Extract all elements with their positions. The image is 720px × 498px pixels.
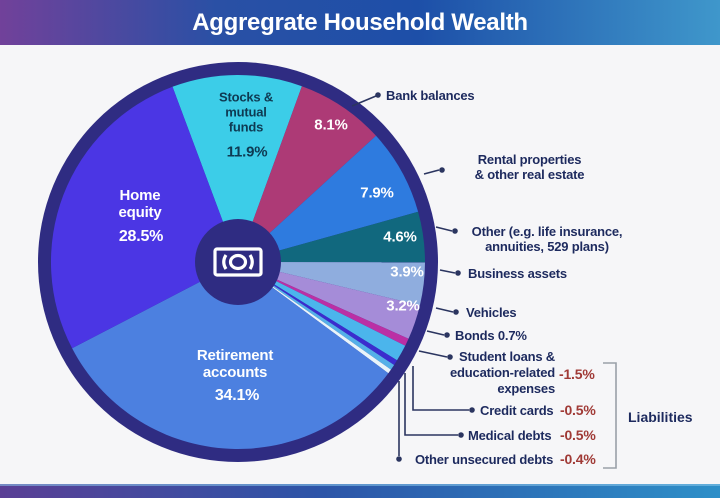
medical-debts-pct: -0.5% <box>560 427 596 443</box>
leader-student-loans <box>418 350 448 358</box>
callout-medical-debts: Medical debts <box>468 428 552 443</box>
callout-credit-cards: Credit cards <box>480 403 554 418</box>
leader-other <box>435 226 453 232</box>
slice-pct-other: 4.6% <box>383 228 417 246</box>
slice-pct-business: 3.9% <box>390 263 424 281</box>
pie-slice-other-unsecured-debts <box>238 262 391 374</box>
header-bar: Aggregrate Household Wealth <box>0 0 720 45</box>
slice-pct-retirement: 34.1% <box>214 387 260 404</box>
other-unsecured-pct: -0.4% <box>560 451 596 467</box>
slice-label-stocks: Stocks & mutual funds <box>218 89 274 135</box>
slice-pct-home-equity: 28.5% <box>118 228 164 245</box>
page-title: Aggregrate Household Wealth <box>192 8 528 36</box>
liabilities-label: Liabilities <box>628 409 693 425</box>
money-bill-icon <box>213 247 263 277</box>
slice-pct-bank: 8.1% <box>314 116 348 134</box>
leader-rental <box>423 169 440 175</box>
pie-slice-stocks-mutual-funds <box>172 74 302 262</box>
pie-slice-vehicles <box>238 262 420 339</box>
callout-bonds: Bonds 0.7% <box>455 328 527 343</box>
pie-slice-retirement-accounts <box>72 262 389 449</box>
leader-dots <box>375 92 475 462</box>
pie-center-hole <box>195 219 281 305</box>
pie-slice-business-assets <box>238 262 425 306</box>
liabilities-bracket <box>603 362 617 469</box>
leader-vehicles <box>435 307 454 313</box>
leader-credit-cards <box>412 366 469 411</box>
pie-slice-other-e-g-life-insurance-annuities-529-plans <box>238 211 426 263</box>
callout-other: Other (e.g. life insurance, annuities, 52… <box>471 224 623 254</box>
slice-pct-stocks: 11.9% <box>226 143 268 161</box>
pie-slice-bonds <box>238 262 409 346</box>
slice-label-retirement: Retirement accounts <box>196 347 274 381</box>
pie-slices <box>50 74 426 449</box>
slice-label-home-equity: Home equity <box>118 187 162 221</box>
student-loans-pct: -1.5% <box>559 366 595 382</box>
pie-slice-home-equity <box>50 86 239 349</box>
pie-slice-student-loans-education-related-expenses <box>238 262 406 361</box>
pie-slice-medical-debts <box>238 262 395 370</box>
callout-rental: Rental properties & other real estate <box>474 152 585 182</box>
pie-slice-rental-properties-other-real-estate <box>238 135 419 262</box>
leader-bonds <box>426 330 445 336</box>
callout-student-loans: Student loans & education-related expenses <box>450 349 555 396</box>
bonds-pct: 0.7% <box>497 328 527 343</box>
callout-bank-balances: Bank balances <box>386 88 475 103</box>
callout-other-unsecured: Other unsecured debts <box>415 452 554 467</box>
callout-vehicles: Vehicles <box>466 305 517 320</box>
leader-lines <box>351 95 469 456</box>
slice-pct-vehicles: 3.2% <box>386 297 420 315</box>
pie-slice-bank-balances <box>238 86 376 262</box>
footer-bar <box>0 484 720 498</box>
leader-medical-debts <box>404 373 458 436</box>
leader-bank-balances <box>351 95 377 107</box>
credit-cards-pct: -0.5% <box>560 402 596 418</box>
pie-slice-credit-cards <box>238 262 397 365</box>
slice-pct-rental: 7.9% <box>360 184 394 202</box>
leader-business <box>439 269 456 274</box>
callout-business-assets: Business assets <box>468 266 567 281</box>
